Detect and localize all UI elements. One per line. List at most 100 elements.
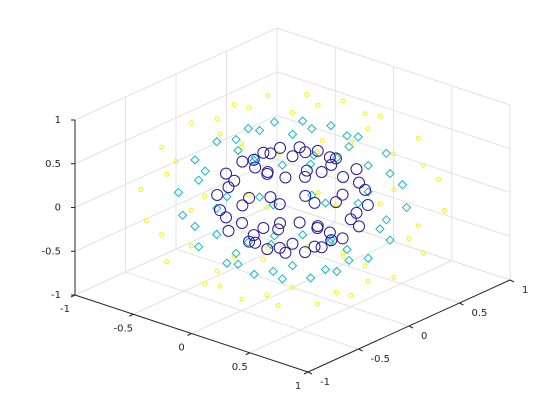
y-tick — [509, 279, 515, 283]
point — [222, 191, 232, 202]
point — [299, 246, 311, 259]
z-tick-label: -1 — [51, 290, 61, 301]
point — [200, 166, 210, 176]
point — [249, 161, 262, 174]
point — [363, 160, 373, 171]
point — [249, 269, 259, 280]
point — [325, 158, 338, 171]
point — [243, 191, 256, 204]
point — [311, 222, 324, 235]
point — [236, 155, 249, 168]
grid-line — [276, 27, 511, 106]
point — [381, 148, 392, 159]
x-tick — [187, 333, 192, 336]
point — [315, 166, 328, 178]
point — [159, 144, 165, 150]
y-tick-label: 0 — [421, 331, 427, 342]
point — [361, 199, 374, 212]
point — [231, 134, 241, 145]
point — [247, 229, 260, 242]
point — [279, 171, 292, 184]
point — [239, 141, 245, 147]
point — [329, 196, 342, 209]
point — [286, 237, 299, 250]
point — [309, 150, 319, 161]
point — [305, 159, 316, 169]
point — [254, 125, 265, 136]
point — [243, 237, 253, 247]
point — [239, 296, 245, 302]
point — [333, 202, 339, 208]
point — [264, 147, 277, 160]
point — [340, 98, 346, 104]
x-tick-label: 1 — [295, 381, 301, 392]
point — [305, 273, 316, 283]
point — [325, 237, 335, 248]
point — [177, 210, 188, 220]
point — [211, 188, 224, 201]
point — [212, 137, 222, 147]
point — [326, 120, 336, 131]
point — [273, 241, 286, 254]
point — [307, 190, 317, 200]
point — [269, 117, 280, 127]
point — [320, 198, 331, 208]
point — [287, 260, 298, 271]
y-tick-label: -1 — [320, 377, 330, 388]
point — [268, 200, 278, 210]
point — [264, 292, 270, 298]
point — [233, 259, 243, 269]
point — [353, 198, 363, 209]
point — [243, 123, 253, 134]
point — [340, 250, 346, 256]
point — [193, 175, 204, 185]
point — [391, 151, 396, 157]
point — [164, 259, 170, 265]
grid-line — [226, 225, 460, 304]
point — [138, 187, 144, 193]
point — [297, 230, 308, 240]
point — [362, 111, 368, 117]
point — [143, 218, 149, 224]
grid-line — [74, 115, 278, 208]
point — [202, 193, 208, 199]
point — [277, 274, 288, 284]
point — [246, 105, 252, 111]
point — [236, 217, 248, 229]
point — [214, 116, 220, 122]
y-tick — [408, 325, 414, 329]
point — [308, 240, 321, 253]
point — [202, 281, 208, 287]
point — [274, 141, 286, 154]
y-tick — [459, 302, 464, 306]
point — [190, 155, 200, 165]
point — [350, 206, 363, 219]
point — [332, 266, 342, 277]
point — [268, 266, 278, 277]
point — [385, 168, 395, 179]
point — [286, 150, 299, 163]
point — [323, 226, 336, 239]
point — [188, 207, 194, 213]
point — [420, 250, 426, 256]
point — [377, 201, 383, 207]
z-tick-label: 0 — [55, 203, 61, 214]
point — [342, 244, 352, 255]
point — [261, 167, 274, 180]
point — [261, 243, 274, 256]
point — [342, 131, 352, 141]
point — [214, 268, 220, 274]
point — [231, 102, 237, 108]
point — [314, 149, 320, 155]
z-tick-label: 0.5 — [45, 159, 61, 170]
grid-line — [125, 271, 359, 350]
point — [401, 202, 412, 213]
point — [193, 241, 204, 252]
grid-line — [175, 248, 410, 327]
point — [246, 192, 252, 198]
x-tick-label: -1 — [60, 304, 70, 315]
point — [307, 123, 317, 134]
point — [173, 187, 184, 198]
point — [217, 131, 223, 137]
